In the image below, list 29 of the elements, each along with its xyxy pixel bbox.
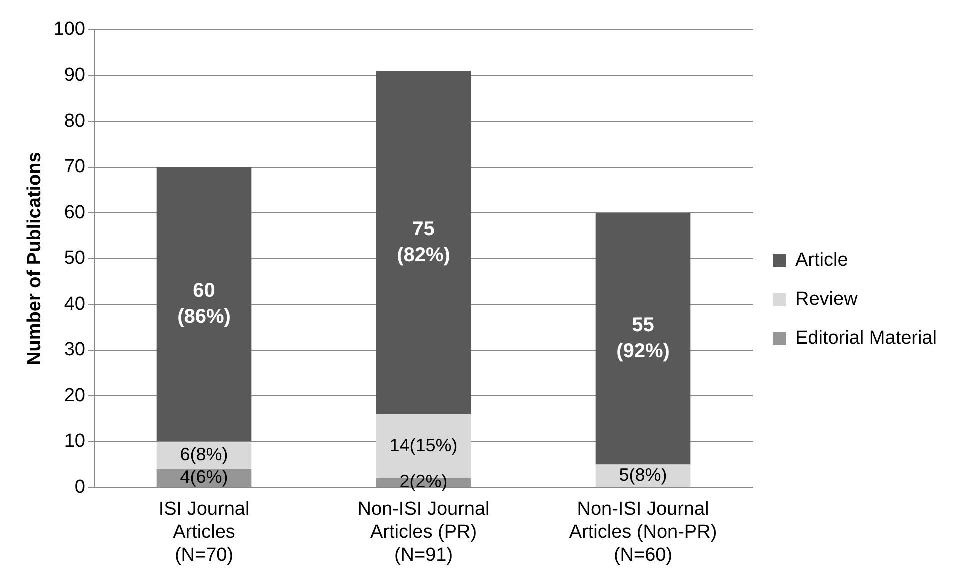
data-label: 6(8%) xyxy=(180,444,228,465)
y-tick-label: 80 xyxy=(64,110,86,132)
x-tick-label: ISI Journal Articles (N=70) xyxy=(158,499,250,566)
x-tick-label: Non-ISI Journal Articles (PR) (N=91) xyxy=(358,499,490,566)
y-tick-label: 90 xyxy=(64,64,86,86)
data-label: 55 (92%) xyxy=(616,314,670,362)
bar xyxy=(376,71,472,414)
y-tick-label: 30 xyxy=(64,340,86,361)
legend-label: Article xyxy=(796,250,848,272)
x-tick-label: Non-ISI Journal Articles (Non-PR) (N=60) xyxy=(569,499,718,566)
data-label: 5(8%) xyxy=(619,464,668,485)
y-tick-label: 10 xyxy=(64,431,86,452)
bar xyxy=(156,167,252,442)
data-label: 14(15%) xyxy=(390,435,458,456)
y-tick-label: 100 xyxy=(54,19,86,40)
y-tick-label: 0 xyxy=(74,476,86,498)
bar xyxy=(596,213,691,465)
y-tick-label: 40 xyxy=(64,294,86,315)
legend-label: Editorial Material xyxy=(796,328,937,350)
y-tick-label: 60 xyxy=(64,202,86,224)
data-label: 2(2%) xyxy=(400,472,448,492)
data-label: 75 (82%) xyxy=(397,218,450,266)
y-tick-label: 70 xyxy=(64,156,86,178)
y-tick-label: 50 xyxy=(64,248,86,270)
y-tick-label: 20 xyxy=(64,385,86,406)
data-label: 4(6%) xyxy=(180,467,228,488)
data-label: 60 (86%) xyxy=(178,280,231,328)
legend-label: Review xyxy=(796,289,858,310)
y-axis-title: Number of Publications xyxy=(24,152,46,366)
